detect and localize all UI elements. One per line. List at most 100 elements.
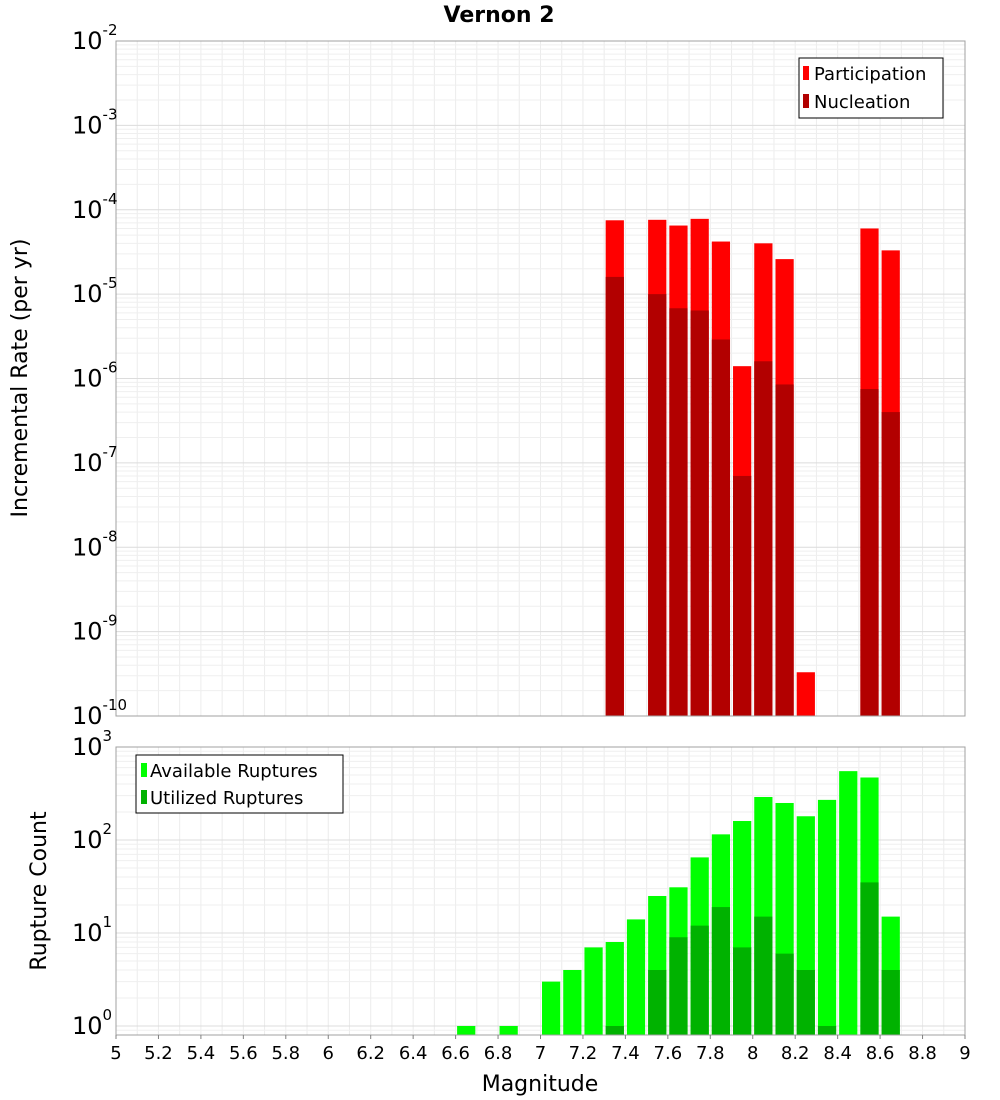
count-y-tick-label: 102	[72, 820, 112, 854]
count-available-ruptures-bar	[605, 942, 624, 1035]
rate-y-tick-exponent: -3	[103, 105, 118, 123]
count-y-tick-exponent: 2	[103, 820, 113, 838]
count-available-ruptures-bar	[457, 1025, 476, 1035]
rate-y-tick-label: 10-6	[72, 359, 118, 393]
rate-y-tick-exponent: -7	[103, 443, 118, 461]
available-legend-label: Available Ruptures	[150, 761, 318, 782]
rate-y-tick-label: 10-8	[72, 527, 118, 561]
count-y-tick-label: 101	[72, 913, 112, 947]
count-y-tick-base: 10	[72, 919, 103, 947]
participation-legend-label: Participation	[814, 64, 926, 85]
count-available-ruptures-bar	[499, 1025, 518, 1035]
x-tick-label: 7.2	[569, 1043, 598, 1064]
rate-y-tick-exponent: -10	[103, 696, 128, 714]
rate-y-tick-label: 10-5	[72, 274, 118, 308]
rate-nucleation-bar	[605, 276, 624, 716]
count-utilized-ruptures-bar	[733, 947, 752, 1035]
rate-nucleation-bar	[775, 384, 794, 716]
count-y-axis-label: Rupture Count	[27, 811, 52, 971]
available-legend-swatch	[141, 763, 147, 777]
rate-y-axis-label: Incremental Rate (per yr)	[8, 239, 33, 518]
rate-grid	[115, 40, 966, 717]
count-available-ruptures-bar	[626, 919, 646, 1035]
count-available-ruptures-bar	[563, 969, 582, 1035]
count-available-ruptures-bar	[584, 947, 603, 1035]
rate-nucleation-bar	[754, 361, 773, 716]
x-tick-label: 6.8	[484, 1043, 513, 1064]
rate-nucleation-bar	[669, 308, 688, 716]
rate-y-tick-exponent: -4	[103, 190, 118, 208]
rate-legend: Participation Nucleation	[798, 57, 944, 119]
rate-y-tick-base: 10	[72, 27, 103, 55]
rate-nucleation-bar	[648, 294, 667, 716]
x-tick-label: 8.4	[823, 1043, 852, 1064]
count-legend-box	[135, 754, 344, 814]
rate-y-tick-label: 10-3	[72, 105, 118, 139]
rate-y-tick-base: 10	[72, 111, 103, 139]
count-available-ruptures-bar	[817, 799, 837, 1035]
nucleation-legend-swatch	[803, 94, 809, 108]
x-tick-label: 8.2	[781, 1043, 810, 1064]
count-y-tick-exponent: 0	[103, 1006, 113, 1024]
x-tick-label: 5.6	[229, 1043, 258, 1064]
count-utilized-ruptures-bar	[881, 969, 900, 1035]
rate-y-tick-label: 10-9	[72, 612, 118, 646]
x-axis-label: Magnitude	[482, 1072, 599, 1097]
count-utilized-ruptures-bar	[669, 937, 688, 1035]
rate-nucleation-bar	[860, 389, 879, 716]
x-tick-label: 6.6	[441, 1043, 470, 1064]
x-tick-label: 5.4	[187, 1043, 216, 1064]
count-utilized-ruptures-bar	[690, 925, 709, 1035]
count-bars	[457, 771, 900, 1035]
x-tick-label: 5	[110, 1043, 121, 1064]
utilized-legend-swatch	[141, 790, 147, 804]
count-y-tick-base: 10	[72, 1012, 103, 1040]
rate-y-tick-base: 10	[72, 702, 103, 730]
count-legend: Available Ruptures Utilized Ruptures	[135, 754, 344, 814]
utilized-legend-label: Utilized Ruptures	[150, 788, 303, 809]
count-utilized-ruptures-bar	[754, 916, 773, 1035]
rate-plot-frame	[115, 40, 966, 717]
count-y-tick-base: 10	[72, 826, 103, 854]
x-tick-label: 5.8	[271, 1043, 300, 1064]
rate-nucleation-bar	[690, 310, 709, 716]
rate-y-tick-label: 10-4	[72, 190, 118, 224]
x-tick-label: 7.6	[654, 1043, 683, 1064]
rate-y-tick-exponent: -2	[103, 21, 118, 39]
x-tick-label: 6.2	[356, 1043, 385, 1064]
count-y-tick-label: 103	[72, 727, 112, 761]
count-utilized-ruptures-bar	[860, 882, 879, 1035]
count-available-ruptures-bar	[839, 771, 858, 1035]
rate-y-tick-base: 10	[72, 196, 103, 224]
x-tick-label: 7	[535, 1043, 546, 1064]
x-tick-label: 8.6	[866, 1043, 895, 1064]
count-y-tick-exponent: 3	[103, 727, 113, 745]
rate-y-tick-exponent: -9	[103, 612, 118, 630]
rate-y-tick-base: 10	[72, 280, 103, 308]
x-tick-label: 5.2	[144, 1043, 173, 1064]
rate-y-tick-exponent: -5	[103, 274, 118, 292]
x-tick-label: 9	[959, 1043, 970, 1064]
x-tick-label: 7.4	[611, 1043, 640, 1064]
count-utilized-ruptures-bar	[817, 1025, 837, 1035]
rate-nucleation-bar	[733, 475, 752, 716]
rate-nucleation-bar	[711, 339, 731, 716]
x-tick-label: 6	[323, 1043, 334, 1064]
participation-legend-swatch	[803, 66, 809, 80]
rate-y-tick-base: 10	[72, 618, 103, 646]
rate-y-tick-base: 10	[72, 533, 103, 561]
count-utilized-ruptures-bar	[775, 953, 794, 1035]
nucleation-legend-label: Nucleation	[814, 92, 910, 113]
x-tick-label: 7.8	[696, 1043, 725, 1064]
count-available-ruptures-bar	[542, 981, 561, 1035]
rate-bars	[605, 218, 900, 717]
x-tick-label: 6.4	[399, 1043, 428, 1064]
rate-y-tick-base: 10	[72, 449, 103, 477]
rate-y-tick-base: 10	[72, 365, 103, 393]
count-x-ticks: 5 5.2 5.4 5.6 5.8 6 6.2 6.4 6.6 6.8 7 7.2 7.4 7.6 7.8 8…	[110, 1035, 971, 1064]
rate-participation-bar	[796, 672, 815, 716]
rate-y-tick-exponent: -6	[103, 359, 118, 377]
rate-legend-box	[798, 57, 944, 119]
